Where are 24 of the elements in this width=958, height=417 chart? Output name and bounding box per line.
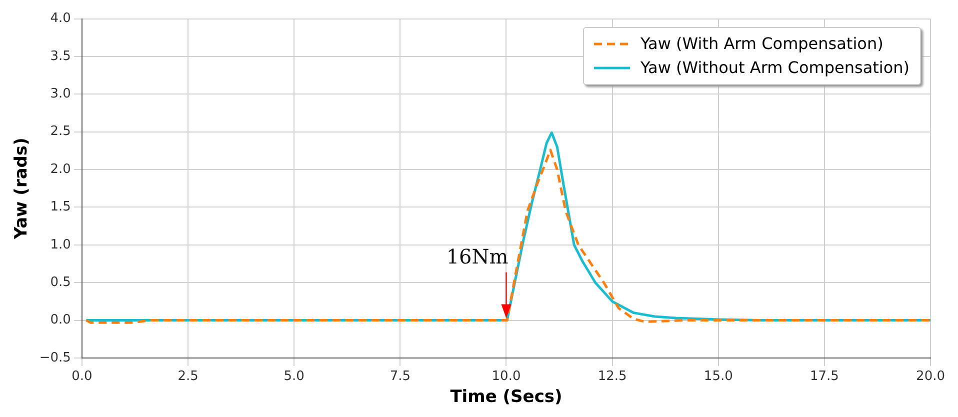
x-tick-label: 7.5 bbox=[390, 369, 411, 384]
y-tick-label: 3.5 bbox=[50, 48, 71, 64]
legend-label: Yaw (Without Arm Compensation) bbox=[640, 56, 910, 79]
x-tick-label: 17.5 bbox=[810, 369, 839, 384]
x-tick-label: 20.0 bbox=[916, 369, 946, 384]
y-tick-label: 4.0 bbox=[50, 11, 71, 26]
y-tick-label: −0.5 bbox=[39, 350, 71, 366]
x-tick-label: 12.5 bbox=[598, 369, 627, 384]
annotation: 16Nm bbox=[446, 244, 508, 269]
y-tick-label: 2.0 bbox=[50, 162, 71, 177]
y-axis-title: Yaw (rads) bbox=[12, 138, 32, 240]
y-tick-label: 0.5 bbox=[50, 274, 71, 290]
y-tick-label: 2.5 bbox=[50, 124, 71, 140]
y-tick-label: 1.0 bbox=[50, 237, 71, 252]
y-tick-label: 1.5 bbox=[50, 200, 71, 215]
x-tick-label: 0.0 bbox=[72, 369, 92, 384]
x-tick-label: 15.0 bbox=[704, 369, 733, 384]
y-tick-label: 3.0 bbox=[50, 86, 71, 102]
x-axis-title: Time (Secs) bbox=[450, 387, 562, 408]
y-tick-label: 0.0 bbox=[50, 312, 71, 328]
x-tick-label: 2.5 bbox=[178, 369, 198, 384]
x-tick-label: 10.0 bbox=[492, 369, 521, 384]
legend-label: Yaw (With Arm Compensation) bbox=[640, 32, 884, 55]
x-tick-label: 5.0 bbox=[284, 369, 304, 384]
